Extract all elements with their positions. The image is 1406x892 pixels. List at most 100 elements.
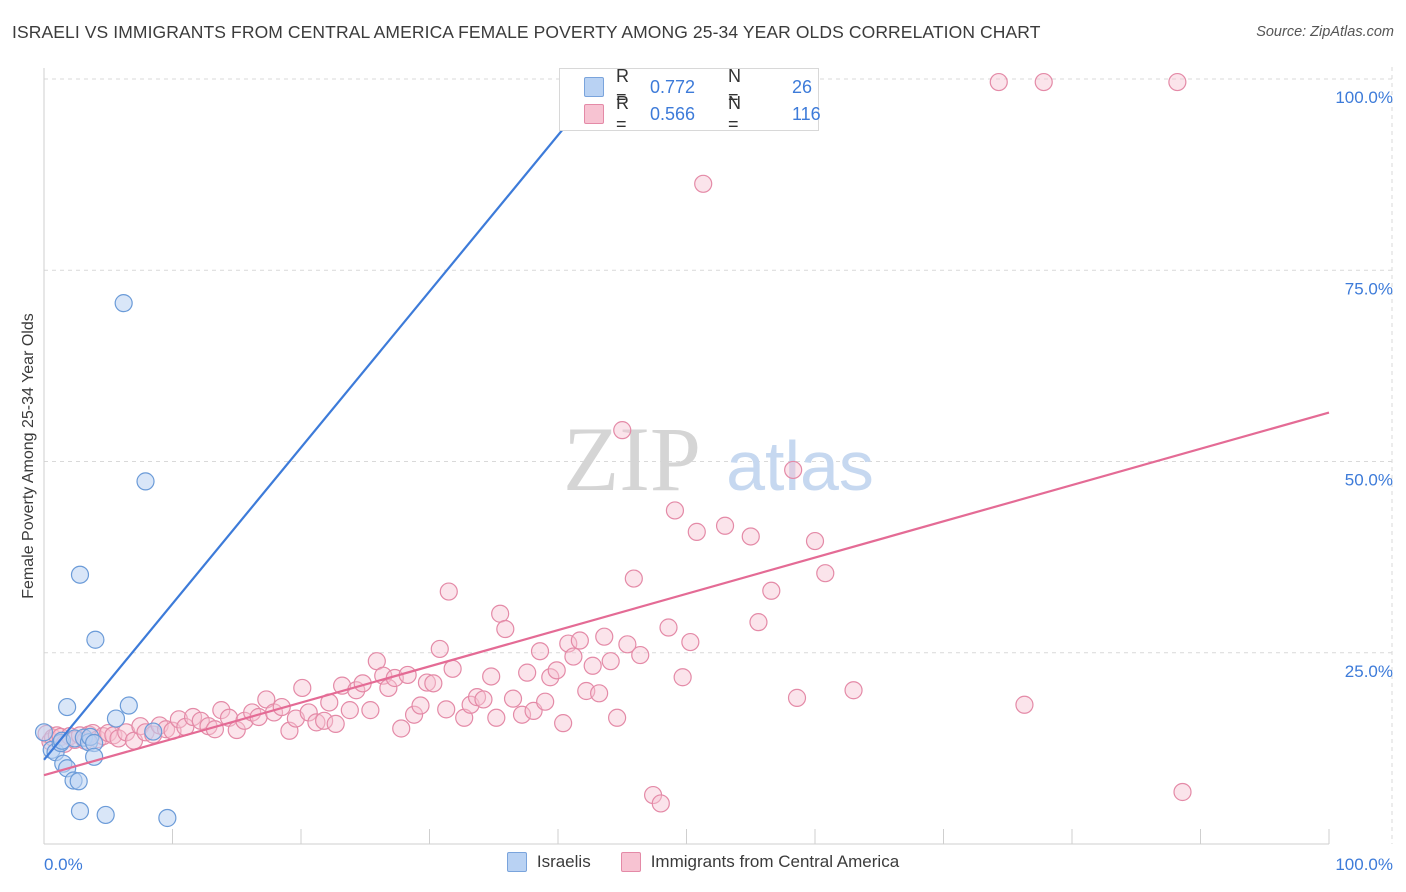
israelis-point-21 — [114, 294, 133, 313]
immigrants-n-label: N = — [728, 93, 741, 134]
immigrants-point-101 — [673, 668, 692, 687]
immigrants-legend-swatch — [620, 852, 641, 872]
immigrants-point-98 — [651, 794, 670, 813]
immigrants-point-44 — [307, 713, 326, 732]
chart-title: ISRAELI VS IMMIGRANTS FROM CENTRAL AMERI… — [12, 22, 1041, 42]
y-tick-label-2: 75.0% — [1345, 279, 1393, 298]
immigrants-point-65 — [443, 659, 462, 678]
immigrants-point-96 — [631, 645, 650, 665]
immigrants-point-57 — [392, 719, 411, 738]
immigrants-point-47 — [326, 714, 345, 733]
immigrants-point-45 — [315, 711, 334, 730]
immigrants-point-115 — [1015, 695, 1034, 714]
immigrants-point-82 — [547, 661, 566, 680]
immigrants-point-81 — [541, 668, 560, 687]
watermark-atlas: atlas — [726, 427, 874, 505]
immigrants-point-77 — [518, 663, 537, 682]
immigrants-point-91 — [601, 652, 620, 671]
immigrants-point-60 — [411, 696, 430, 715]
israelis-r-value: 0.772 — [650, 76, 696, 97]
immigrants-point-99 — [659, 618, 678, 637]
israelis-n-label: N = — [728, 66, 741, 107]
immigrants-point-90 — [595, 627, 614, 646]
israelis-point-20 — [106, 709, 126, 728]
immigrants-legend-label: Immigrants from Central America — [650, 852, 900, 871]
immigrants-point-103 — [687, 522, 706, 541]
israelis-point-11 — [70, 565, 90, 584]
israelis-point-0 — [34, 723, 54, 742]
immigrants-point-79 — [530, 642, 550, 661]
immigrants-point-113 — [844, 681, 863, 700]
immigrants-point-100 — [665, 501, 685, 520]
series-legend: Israelis Immigrants from Central America — [0, 852, 1406, 872]
israelis-swatch — [584, 77, 604, 97]
trendlines — [43, 78, 1330, 777]
israelis-point-23 — [136, 472, 155, 491]
israelis-point-12 — [70, 802, 90, 821]
immigrants-point-72 — [487, 708, 506, 727]
immigrants-point-112 — [816, 564, 835, 583]
immigrants-point-63 — [430, 639, 449, 659]
watermark-zip: ZIP — [563, 408, 701, 510]
immigrants-point-117 — [1168, 72, 1187, 92]
immigrants-point-104 — [694, 174, 713, 193]
x-tick-label-left: 0.0% — [44, 855, 83, 874]
israelis-point-10 — [69, 772, 88, 791]
immigrants-point-55 — [379, 678, 398, 698]
immigrants-swatch — [584, 104, 604, 124]
immigrants-point-43 — [299, 703, 318, 722]
immigrants-point-107 — [749, 613, 768, 632]
israelis-point-24 — [144, 722, 163, 741]
immigrants-point-86 — [570, 631, 589, 650]
israelis-n-value: 26 — [792, 76, 813, 97]
israelis-points — [34, 294, 177, 828]
immigrants-point-64 — [437, 700, 456, 719]
immigrants-point-118 — [1173, 782, 1192, 802]
immigrants-point-105 — [715, 516, 735, 535]
israelis-point-22 — [119, 696, 138, 715]
israelis-point-7 — [58, 697, 77, 717]
immigrants-point-52 — [361, 701, 380, 720]
immigrants-point-83 — [554, 714, 573, 733]
immigrants-point-93 — [613, 421, 632, 440]
x-tick-label-right: 100.0% — [1335, 855, 1393, 874]
immigrants-point-89 — [590, 684, 609, 703]
israelis-legend-label: Israelis — [536, 852, 591, 871]
y-tick-label-1: 50.0% — [1345, 471, 1393, 490]
y-tick-label-3: 100.0% — [1335, 88, 1393, 107]
israelis-point-19 — [96, 805, 115, 825]
israelis-r-label: R = — [616, 66, 629, 107]
source-label: Source: ZipAtlas.com — [1256, 24, 1394, 40]
immigrants-point-95 — [624, 569, 643, 588]
immigrants-r-label: R = — [616, 93, 629, 134]
immigrants-point-62 — [424, 674, 443, 693]
legend-item-immigrants[interactable]: Immigrants from Central America — [620, 852, 900, 872]
watermark: ZIP atlas — [563, 408, 874, 510]
immigrants-point-106 — [741, 527, 760, 546]
israelis-point-25 — [158, 808, 177, 828]
immigrants-point-75 — [503, 689, 523, 708]
immigrants-point-73 — [491, 604, 510, 623]
tick-labels: 25.0% 50.0% 75.0% 100.0% 0.0% 100.0% — [44, 88, 1393, 874]
legend-item-israelis[interactable]: Israelis — [506, 852, 591, 872]
immigrants-point-31 — [212, 701, 231, 720]
israelis-point-17 — [86, 630, 105, 649]
immigrants-point-66 — [439, 582, 458, 601]
immigrants-point-108 — [762, 581, 781, 600]
axes — [43, 68, 1330, 845]
immigrants-point-76 — [512, 705, 532, 724]
israelis-point-18 — [85, 747, 104, 766]
immigrants-point-80 — [536, 692, 555, 711]
immigrants-point-71 — [482, 667, 501, 686]
immigrants-point-42 — [293, 678, 312, 698]
immigrants-point-88 — [583, 656, 602, 675]
y-tick-label-0: 25.0% — [1345, 662, 1393, 681]
immigrants-point-92 — [608, 708, 627, 727]
israelis-trendline — [43, 78, 606, 761]
immigrants-point-94 — [618, 635, 637, 654]
immigrants-point-116 — [1034, 72, 1053, 92]
correlation-legend: R = 0.772 N = 26 R = 0.566 N = 116 — [559, 66, 821, 134]
immigrants-point-70 — [474, 690, 493, 709]
immigrants-point-85 — [564, 647, 583, 666]
